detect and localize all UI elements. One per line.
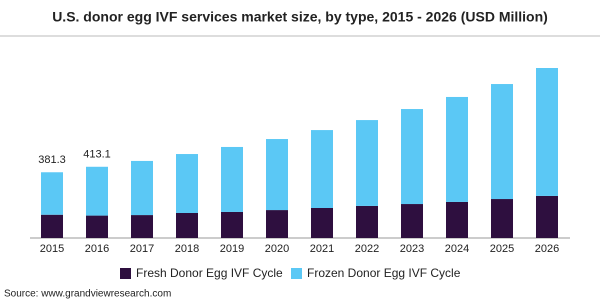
bar-segment [401,109,423,205]
legend-swatch [291,268,302,279]
legend-label: Frozen Donor Egg IVF Cycle [307,266,461,280]
bar-segment [536,68,558,196]
bar-segment [311,208,333,238]
bar-segment [311,130,333,208]
bar-segment [536,195,558,238]
bar-segment [131,215,153,238]
bar-segment [491,84,513,200]
x-tick-label: 2017 [130,243,154,255]
total-label: 381.3 [38,154,66,166]
x-tick-label: 2022 [355,243,379,255]
bar-segment [446,201,468,238]
x-tick-label: 2016 [85,243,109,255]
bar-segment [86,166,108,216]
bar-segment [401,204,423,238]
bar-segment [266,139,288,211]
legend-label: Fresh Donor Egg IVF Cycle [136,266,283,280]
x-tick-label: 2026 [535,243,559,255]
x-tick-label: 2018 [175,243,199,255]
x-tick-label: 2024 [445,243,469,255]
bar-segment [41,214,63,238]
bar-segment [356,205,378,238]
bar-segment [131,160,153,216]
bar-segment [41,172,63,215]
chart-title: U.S. donor egg IVF services market size,… [52,9,548,25]
bar-segment [86,215,108,238]
bar-segment [266,210,288,238]
x-tick-label: 2021 [310,243,334,255]
source: Source: www.grandviewresearch.com [4,289,171,300]
bar-segment [221,211,243,238]
total-label: 413.1 [83,149,111,161]
bar-segment [176,154,198,213]
bar-segment [176,213,198,238]
bar-segment [491,199,513,238]
x-tick-label: 2015 [40,243,64,255]
bar-segment [446,96,468,202]
bar-segment [221,146,243,212]
legend-swatch [120,268,131,279]
bar-segment [356,120,378,206]
x-tick-label: 2025 [490,243,514,255]
x-tick-label: 2019 [220,243,244,255]
x-tick-label: 2023 [400,243,424,255]
x-tick-label: 2020 [265,243,289,255]
